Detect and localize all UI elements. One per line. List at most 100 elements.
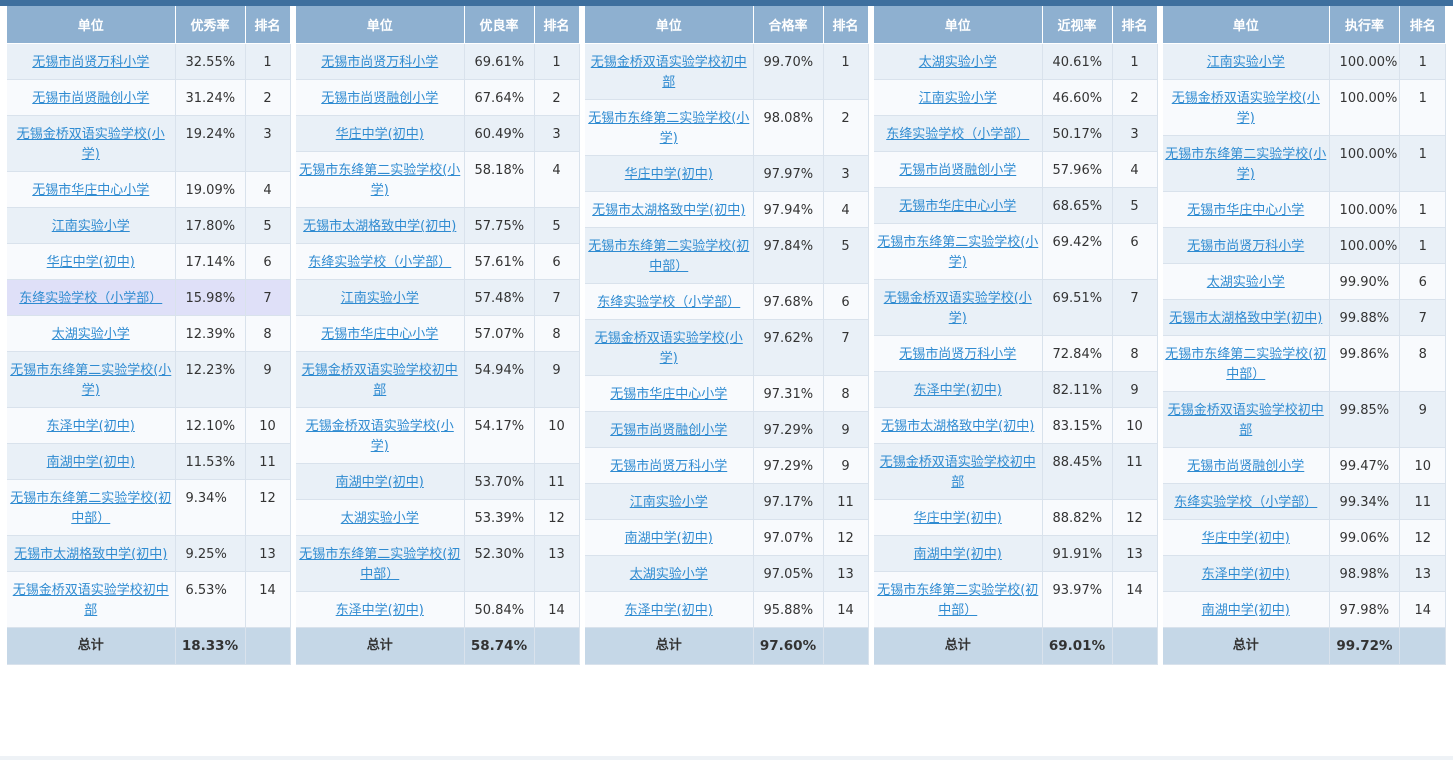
unit-cell: 太湖实验小学 [874, 43, 1043, 80]
school-link[interactable]: 无锡市尚贤融创小学 [610, 423, 728, 438]
school-link[interactable]: 无锡市华庄中心小学 [321, 327, 439, 342]
school-link[interactable]: 东泽中学(初中) [624, 603, 713, 618]
school-link[interactable]: 东泽中学(初中) [913, 383, 1002, 398]
school-link[interactable]: 无锡金桥双语实验学校(小学) [305, 419, 454, 454]
school-link[interactable]: 东绛实验学校（小学部） [19, 291, 163, 306]
school-link[interactable]: 东泽中学(初中) [335, 603, 424, 618]
header-metric[interactable]: 合格率 [753, 6, 824, 44]
header-rank[interactable]: 排名 [1112, 6, 1158, 44]
school-link[interactable]: 无锡市尚贤融创小学 [32, 91, 150, 106]
rank-value: 1 [1399, 79, 1446, 136]
school-link[interactable]: 无锡市东绛第二实验学校(小学) [877, 235, 1039, 270]
school-link[interactable]: 华庄中学(初中) [624, 167, 713, 182]
table-row: 无锡市东绛第二实验学校(小学) 58.18% 4 [296, 151, 580, 208]
header-metric[interactable]: 优秀率 [175, 6, 246, 44]
school-link[interactable]: 南湖中学(初中) [913, 547, 1002, 562]
table-row: 东泽中学(初中) 50.84% 14 [296, 591, 580, 628]
school-link[interactable]: 无锡金桥双语实验学校(小学) [594, 331, 743, 366]
school-link[interactable]: 无锡市尚贤万科小学 [321, 55, 439, 70]
school-link[interactable]: 无锡金桥双语实验学校(小学) [16, 127, 165, 162]
school-link[interactable]: 东泽中学(初中) [46, 419, 135, 434]
school-link[interactable]: 太湖实验小学 [918, 55, 997, 70]
header-rank[interactable]: 排名 [823, 6, 869, 44]
school-link[interactable]: 无锡市华庄中心小学 [610, 387, 728, 402]
school-link[interactable]: 无锡市尚贤融创小学 [1187, 459, 1305, 474]
school-link[interactable]: 无锡市东绛第二实验学校(初中部） [877, 583, 1039, 618]
school-link[interactable]: 无锡金桥双语实验学校初中部 [590, 55, 747, 90]
school-link[interactable]: 无锡市尚贤融创小学 [899, 163, 1017, 178]
school-link[interactable]: 太湖实验小学 [340, 511, 419, 526]
school-link[interactable]: 无锡市太湖格致中学(初中) [1169, 311, 1323, 326]
school-link[interactable]: 无锡市太湖格致中学(初中) [881, 419, 1035, 434]
table-row: 无锡市太湖格致中学(初中) 9.25% 13 [7, 535, 291, 572]
school-link[interactable]: 太湖实验小学 [51, 327, 130, 342]
school-link[interactable]: 无锡市尚贤融创小学 [321, 91, 439, 106]
school-link[interactable]: 南湖中学(初中) [335, 475, 424, 490]
table-row: 无锡金桥双语实验学校初中部 99.70% 1 [585, 43, 869, 100]
school-link[interactable]: 江南实验小学 [629, 495, 708, 510]
header-unit[interactable]: 单位 [7, 6, 176, 44]
school-link[interactable]: 太湖实验小学 [629, 567, 708, 582]
school-link[interactable]: 无锡市尚贤万科小学 [610, 459, 728, 474]
school-link[interactable]: 无锡金桥双语实验学校初中部 [1167, 403, 1324, 438]
total-row: 总计 99.72% [1163, 627, 1446, 665]
school-link[interactable]: 华庄中学(初中) [913, 511, 1002, 526]
school-link[interactable]: 华庄中学(初中) [46, 255, 135, 270]
school-link[interactable]: 江南实验小学 [1206, 55, 1285, 70]
school-link[interactable]: 无锡市华庄中心小学 [32, 183, 150, 198]
header-rank[interactable]: 排名 [534, 6, 580, 44]
school-link[interactable]: 无锡市东绛第二实验学校(小学) [299, 163, 461, 198]
header-rank[interactable]: 排名 [245, 6, 291, 44]
school-link[interactable]: 无锡市东绛第二实验学校(初中部） [588, 239, 750, 274]
school-link[interactable]: 东泽中学(初中) [1201, 567, 1290, 582]
school-link[interactable]: 无锡市东绛第二实验学校(初中部） [299, 547, 461, 582]
header-unit[interactable]: 单位 [296, 6, 465, 44]
header-metric[interactable]: 优良率 [464, 6, 535, 44]
school-link[interactable]: 南湖中学(初中) [46, 455, 135, 470]
school-link[interactable]: 无锡市东绛第二实验学校(小学) [1165, 147, 1327, 182]
rank-value: 1 [245, 43, 291, 80]
school-link[interactable]: 东绛实验学校（小学部） [597, 295, 741, 310]
school-link[interactable]: 太湖实验小学 [1206, 275, 1285, 290]
school-link[interactable]: 无锡市太湖格致中学(初中) [592, 203, 746, 218]
school-link[interactable]: 江南实验小学 [918, 91, 997, 106]
school-link[interactable]: 无锡金桥双语实验学校初中部 [879, 455, 1036, 490]
school-link[interactable]: 无锡金桥双语实验学校初中部 [301, 363, 458, 398]
school-link[interactable]: 无锡市东绛第二实验学校(小学) [588, 111, 750, 146]
header-rank[interactable]: 排名 [1399, 6, 1446, 44]
rate-value: 32.55% [175, 43, 246, 80]
school-link[interactable]: 南湖中学(初中) [1201, 603, 1290, 618]
school-link[interactable]: 华庄中学(初中) [1201, 531, 1290, 546]
school-link[interactable]: 东绛实验学校（小学部） [308, 255, 452, 270]
rate-value: 58.18% [464, 151, 535, 208]
school-link[interactable]: 无锡市东绛第二实验学校(小学) [10, 363, 172, 398]
school-link[interactable]: 东绛实验学校（小学部） [1174, 495, 1318, 510]
school-link[interactable]: 无锡金桥双语实验学校(小学) [1171, 91, 1320, 126]
header-unit[interactable]: 单位 [585, 6, 754, 44]
school-link[interactable]: 江南实验小学 [340, 291, 419, 306]
school-link[interactable]: 无锡市尚贤万科小学 [1187, 239, 1305, 254]
school-link[interactable]: 无锡市太湖格致中学(初中) [303, 219, 457, 234]
school-link[interactable]: 无锡市太湖格致中学(初中) [14, 547, 168, 562]
school-link[interactable]: 无锡市尚贤万科小学 [32, 55, 150, 70]
rate-value: 97.31% [753, 375, 824, 412]
header-metric[interactable]: 近视率 [1042, 6, 1113, 44]
rate-value: 98.98% [1329, 555, 1401, 592]
school-link[interactable]: 东绛实验学校（小学部） [886, 127, 1030, 142]
school-link[interactable]: 无锡市东绛第二实验学校(初中部） [1165, 347, 1327, 382]
school-link[interactable]: 无锡市东绛第二实验学校(初中部） [10, 491, 172, 526]
school-link[interactable]: 华庄中学(初中) [335, 127, 424, 142]
school-link[interactable]: 无锡市华庄中心小学 [1187, 203, 1305, 218]
school-link[interactable]: 无锡市尚贤万科小学 [899, 347, 1017, 362]
school-link[interactable]: 江南实验小学 [51, 219, 130, 234]
table-row: 无锡市华庄中心小学 19.09% 4 [7, 171, 291, 208]
header-unit[interactable]: 单位 [1163, 6, 1330, 44]
school-link[interactable]: 无锡金桥双语实验学校初中部 [12, 583, 169, 618]
header-unit[interactable]: 单位 [874, 6, 1043, 44]
unit-cell: 华庄中学(初中) [585, 155, 754, 192]
school-link[interactable]: 无锡市华庄中心小学 [899, 199, 1017, 214]
school-link[interactable]: 无锡金桥双语实验学校(小学) [883, 291, 1032, 326]
header-metric[interactable]: 执行率 [1329, 6, 1401, 44]
school-link[interactable]: 南湖中学(初中) [624, 531, 713, 546]
rate-value: 12.23% [175, 351, 246, 408]
